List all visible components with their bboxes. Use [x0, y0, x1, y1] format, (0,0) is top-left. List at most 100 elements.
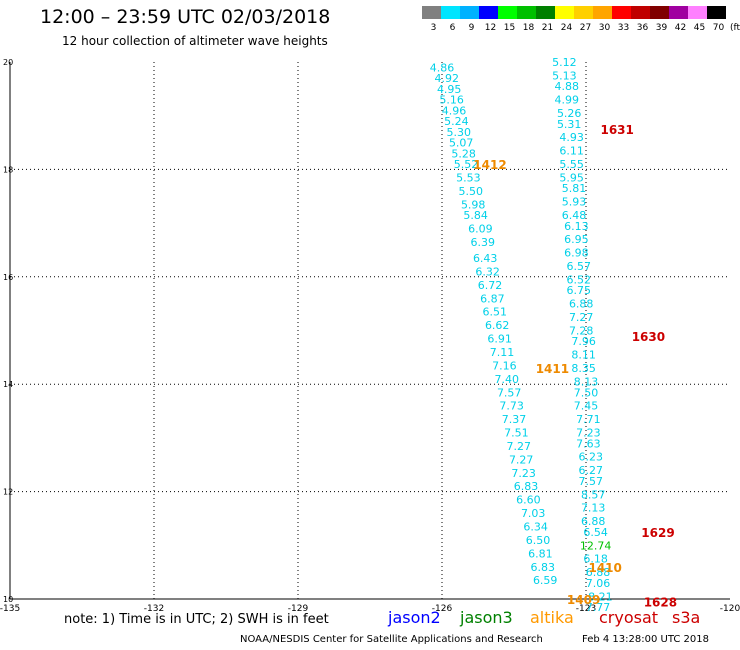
wave-height-label: 7.23: [576, 427, 601, 440]
wave-height-label: 7.57: [497, 386, 522, 399]
wave-height-label: 12.74: [580, 539, 612, 552]
wave-height-label: 7.71: [576, 413, 601, 426]
wave-height-label: 5.16: [439, 94, 464, 107]
colorbar-tick-label: 42: [675, 23, 686, 33]
wave-height-label: 5.28: [451, 147, 476, 160]
wave-height-label: 6.32: [475, 265, 500, 278]
colorbar-tick-label: 15: [504, 23, 515, 33]
wave-height-label: 7.45: [574, 400, 599, 413]
wave-height-label: 6.54: [583, 526, 608, 539]
wave-height-label: 5.98: [461, 198, 486, 211]
time-annotation: 1412: [473, 158, 506, 172]
wave-height-label: 6.18: [583, 553, 608, 566]
wave-height-label: 7.37: [502, 413, 527, 426]
wave-height-label: 5.31: [557, 118, 582, 131]
colorbar-tick-label: 12: [485, 23, 496, 33]
colorbar-swatch: [688, 6, 707, 19]
y-tick-label: 16: [3, 273, 13, 282]
wave-height-label: 6.57: [567, 260, 592, 273]
colorbar-tick-label: 18: [523, 23, 535, 33]
legend-s3a: s3a: [672, 608, 701, 627]
wave-height-label: 5.50: [459, 185, 484, 198]
grid-lines: [10, 62, 730, 599]
wave-height-label: 6.62: [485, 319, 510, 332]
wave-height-label: 6.88: [586, 566, 611, 579]
wave-height-label: 7.57: [579, 475, 604, 488]
wave-height-label: 8.35: [571, 362, 596, 375]
legend-jason2: jason2: [388, 608, 441, 627]
colorbar-swatch: [479, 6, 498, 19]
time-annotation: 1630: [632, 330, 665, 344]
legend-jason3: jason3: [460, 608, 513, 627]
wave-height-label: 5.55: [559, 158, 584, 171]
wave-height-label: 4.93: [559, 131, 584, 144]
wave-height-label: 6.87: [480, 292, 505, 305]
wave-height-label: 6.09: [468, 222, 493, 235]
colorbar-swatch: [574, 6, 593, 19]
y-tick-label: 14: [3, 380, 13, 389]
wave-height-label: 5.12: [552, 56, 577, 69]
wave-height-label: 4.99: [555, 94, 580, 107]
wave-height-label: 6.48: [562, 209, 587, 222]
wave-height-label: 6.83: [531, 561, 556, 574]
colorbar-tick-label: 36: [637, 23, 649, 33]
y-tick-label: 20: [3, 58, 13, 67]
x-tick-label: -123: [576, 604, 596, 614]
wave-height-label: 5.84: [463, 209, 488, 222]
wave-height-label: 6.34: [523, 521, 548, 534]
colorbar-tick-label: 30: [599, 23, 611, 33]
colorbar-swatch: [517, 6, 536, 19]
colorbar-swatch: [422, 6, 441, 19]
wave-height-label: 8.57: [581, 488, 606, 501]
wave-height-label: 7.23: [511, 467, 536, 480]
wave-height-label: 6.83: [514, 480, 539, 493]
colorbar-swatch: [707, 6, 726, 19]
wave-height-label: 5.52: [454, 158, 479, 171]
x-tick-label: -120: [720, 604, 740, 614]
time-annotation: 1629: [641, 526, 674, 540]
colorbar-tick-label: 45: [694, 23, 705, 33]
wave-height-label: 4.96: [442, 104, 467, 117]
colorbar-swatch: [650, 6, 669, 19]
wave-height-label: 7.27: [509, 453, 534, 466]
colorbar-swatch: [460, 6, 479, 19]
x-tick-label: -129: [288, 604, 309, 614]
wave-height-label: 6.11: [559, 145, 584, 158]
wave-height-label: 8.11: [571, 349, 596, 362]
chart-title: 12:00 – 23:59 UTC 02/03/2018: [40, 6, 331, 28]
colorbar-unit: (ft): [730, 23, 740, 33]
wave-height-label: 7.63: [576, 437, 601, 450]
colorbar-tick-label: 24: [561, 23, 573, 33]
wave-height-label: 5.95: [559, 171, 584, 184]
wave-height-label: 6.75: [567, 284, 592, 297]
wave-height-label: 6.23: [579, 451, 604, 464]
wave-height-label: 4.88: [555, 80, 580, 93]
colorbar-swatch: [612, 6, 631, 19]
wave-height-label: 7.50: [574, 386, 599, 399]
legend-cryosat: cryosat: [599, 608, 659, 627]
colorbar-tick-label: 27: [580, 23, 591, 33]
wave-height-label: 7.16: [492, 359, 517, 372]
wave-height-label: 7.11: [490, 346, 515, 359]
x-tick-label: -132: [144, 604, 164, 614]
time-annotations: 1412 1411 1410 1409 1631 1630 1629 1628: [473, 123, 677, 610]
y-tick-label: 12: [3, 488, 13, 497]
data-labels: 4.864.924.955.164.965.245.305.075.285.52…: [430, 56, 613, 614]
x-tick-label: -135: [0, 604, 20, 614]
wave-height-label: 6.72: [478, 279, 503, 292]
wave-height-label: 5.26: [557, 107, 582, 120]
wave-height-label: 4.92: [435, 72, 460, 85]
wave-height-label: 8.13: [574, 376, 599, 389]
wave-height-label: 6.59: [533, 574, 558, 587]
time-annotation: 1409: [567, 593, 600, 607]
colorbar-swatch: [498, 6, 517, 19]
wave-height-label: 6.50: [526, 534, 551, 547]
wave-height-label: 6.51: [483, 306, 508, 319]
wave-height-label: 6.88: [569, 298, 594, 311]
colorbar-swatch: [593, 6, 612, 19]
wave-height-label: 7.03: [521, 507, 546, 520]
wave-height-label: 5.13: [552, 69, 577, 82]
colorbar-tick-label: 39: [656, 23, 668, 33]
wave-height-label: 6.43: [473, 252, 498, 265]
